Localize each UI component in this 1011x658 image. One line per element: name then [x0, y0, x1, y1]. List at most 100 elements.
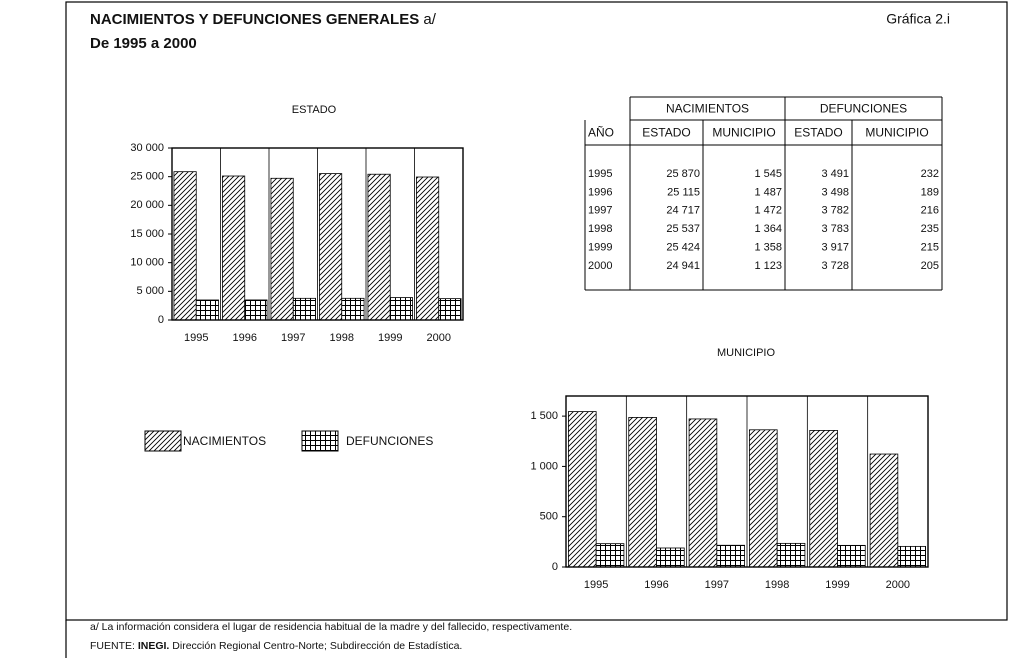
table-cell: 25 537 [666, 223, 700, 235]
y-tick-label: 5 000 [136, 285, 164, 297]
legend-swatch [301, 430, 339, 452]
y-tick-label: 1 500 [530, 410, 558, 422]
bar [749, 429, 778, 568]
table-cell: 215 [921, 242, 939, 254]
title-text: NACIMIENTOS Y DEFUNCIONES GENERALES [90, 11, 419, 28]
plot-frame [171, 147, 464, 321]
y-tick-label: 500 [540, 511, 558, 523]
bar [319, 173, 343, 321]
x-tick-label: 1996 [233, 332, 257, 344]
bar [270, 177, 294, 321]
frame [65, 1, 1008, 621]
y-tick-label: 30 000 [130, 142, 164, 154]
bar [244, 299, 268, 321]
table-cell: 25 870 [666, 168, 700, 180]
bar [222, 175, 246, 321]
bar [195, 299, 219, 321]
bar [837, 544, 866, 568]
x-tick-label: 1998 [765, 579, 789, 591]
bar [716, 544, 745, 568]
table-cell: 24 717 [666, 205, 700, 217]
legend-label: NACIMIENTOS [183, 434, 266, 448]
table-cell: 1997 [588, 205, 612, 217]
bar [869, 453, 899, 568]
table-column-header: ESTADO [642, 126, 690, 140]
legend-label: DEFUNCIONES [346, 434, 433, 448]
x-tick-label: 1995 [584, 579, 608, 591]
table-cell: 205 [921, 260, 939, 272]
source-label: FUENTE: [90, 640, 135, 652]
table-cell: 235 [921, 223, 939, 235]
y-tick-label: 0 [552, 561, 558, 573]
y-tick-label: 20 000 [130, 199, 164, 211]
y-tick-label: 15 000 [130, 228, 164, 240]
table-cell: 1995 [588, 168, 612, 180]
table-group-header: DEFUNCIONES [820, 102, 907, 116]
table-cell: 3 491 [821, 168, 849, 180]
bar [173, 171, 197, 321]
footnote: a/ La información considera el lugar de … [90, 621, 572, 633]
table-cell: 1 358 [754, 242, 782, 254]
legend-swatch [144, 430, 182, 452]
table-cell: 1 472 [754, 205, 782, 217]
x-tick-label: 1997 [705, 579, 729, 591]
y-tick-label: 10 000 [130, 257, 164, 269]
x-tick-label: 1996 [644, 579, 668, 591]
table-cell: 1 545 [754, 168, 782, 180]
table-group-header: NACIMIENTOS [666, 102, 749, 116]
table-cell: 1999 [588, 242, 612, 254]
bar [292, 297, 316, 321]
bar [438, 298, 462, 321]
table-cell: 189 [921, 186, 939, 198]
legend: NACIMIENTOS DEFUNCIONES [144, 430, 433, 452]
table-cell: 25 424 [666, 242, 700, 254]
x-tick-label: 2000 [427, 332, 451, 344]
table-cell: 232 [921, 168, 939, 180]
subtitle: De 1995 a 2000 [90, 35, 197, 52]
bar [688, 418, 718, 568]
source: FUENTE: INEGI. Dirección Regional Centro… [90, 640, 462, 652]
x-tick-label: 1998 [330, 332, 354, 344]
chart-title: MUNICIPIO [717, 347, 776, 359]
table-cell: 1 123 [754, 260, 782, 272]
bar [656, 547, 685, 568]
table-column-header: AÑO [588, 126, 614, 140]
table-cell: 216 [921, 205, 939, 217]
table-column-header: MUNICIPIO [865, 126, 928, 140]
table-cell: 1 487 [754, 186, 782, 198]
title: NACIMIENTOS Y DEFUNCIONES GENERALES a/ [90, 11, 437, 28]
table-cell: 3 728 [821, 260, 849, 272]
y-tick-label: 1 000 [530, 460, 558, 472]
graph-label: Gráfica 2.i [886, 11, 950, 27]
chart-title: ESTADO [292, 104, 337, 116]
y-tick-label: 25 000 [130, 171, 164, 183]
bar [416, 176, 440, 321]
source-text: Dirección Regional Centro-Norte; Subdire… [172, 640, 462, 652]
x-tick-label: 2000 [886, 579, 910, 591]
table-cell: 3 782 [821, 205, 849, 217]
table-cell: 3 783 [821, 223, 849, 235]
table-cell: 1 364 [754, 223, 782, 235]
table-column-header: ESTADO [794, 126, 842, 140]
x-tick-label: 1997 [281, 332, 305, 344]
x-tick-label: 1999 [378, 332, 402, 344]
source-org: INEGI. [138, 640, 170, 652]
bar [776, 542, 806, 568]
table-cell: 1998 [588, 223, 612, 235]
bar [595, 543, 625, 568]
y-tick-label: 0 [158, 314, 164, 326]
table-cell: 2000 [588, 260, 612, 272]
title-note: a/ [423, 11, 436, 28]
table-cell: 3 498 [821, 186, 849, 198]
bar [568, 411, 597, 568]
table-column-header: MUNICIPIO [712, 126, 775, 140]
table-cell: 1996 [588, 186, 612, 198]
bar [809, 430, 838, 568]
bar [367, 173, 391, 321]
bar [389, 297, 413, 321]
table-cell: 24 941 [666, 260, 700, 272]
table-cell: 25 115 [667, 186, 700, 198]
bar [897, 545, 926, 568]
bar [628, 417, 657, 568]
